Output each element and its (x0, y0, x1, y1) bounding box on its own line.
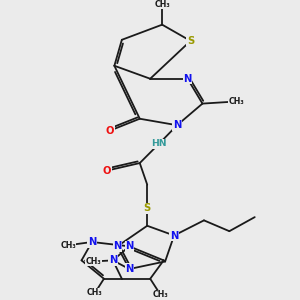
Text: N: N (125, 241, 134, 251)
Text: N: N (173, 120, 181, 130)
Text: O: O (106, 126, 114, 136)
Text: CH₃: CH₃ (87, 288, 103, 297)
Text: N: N (88, 237, 96, 247)
Text: N: N (125, 264, 134, 274)
Text: HN: HN (152, 139, 167, 148)
Text: CH₃: CH₃ (153, 290, 169, 299)
Text: N: N (183, 74, 192, 84)
Text: CH₃: CH₃ (85, 257, 101, 266)
Text: N: N (109, 255, 117, 266)
Text: S: S (187, 36, 194, 46)
Text: CH₃: CH₃ (60, 241, 76, 250)
Text: S: S (144, 203, 151, 214)
Text: CH₃: CH₃ (154, 0, 170, 9)
Text: N: N (170, 230, 178, 241)
Text: O: O (103, 166, 111, 176)
Text: CH₃: CH₃ (229, 97, 245, 106)
Text: N: N (113, 241, 122, 251)
